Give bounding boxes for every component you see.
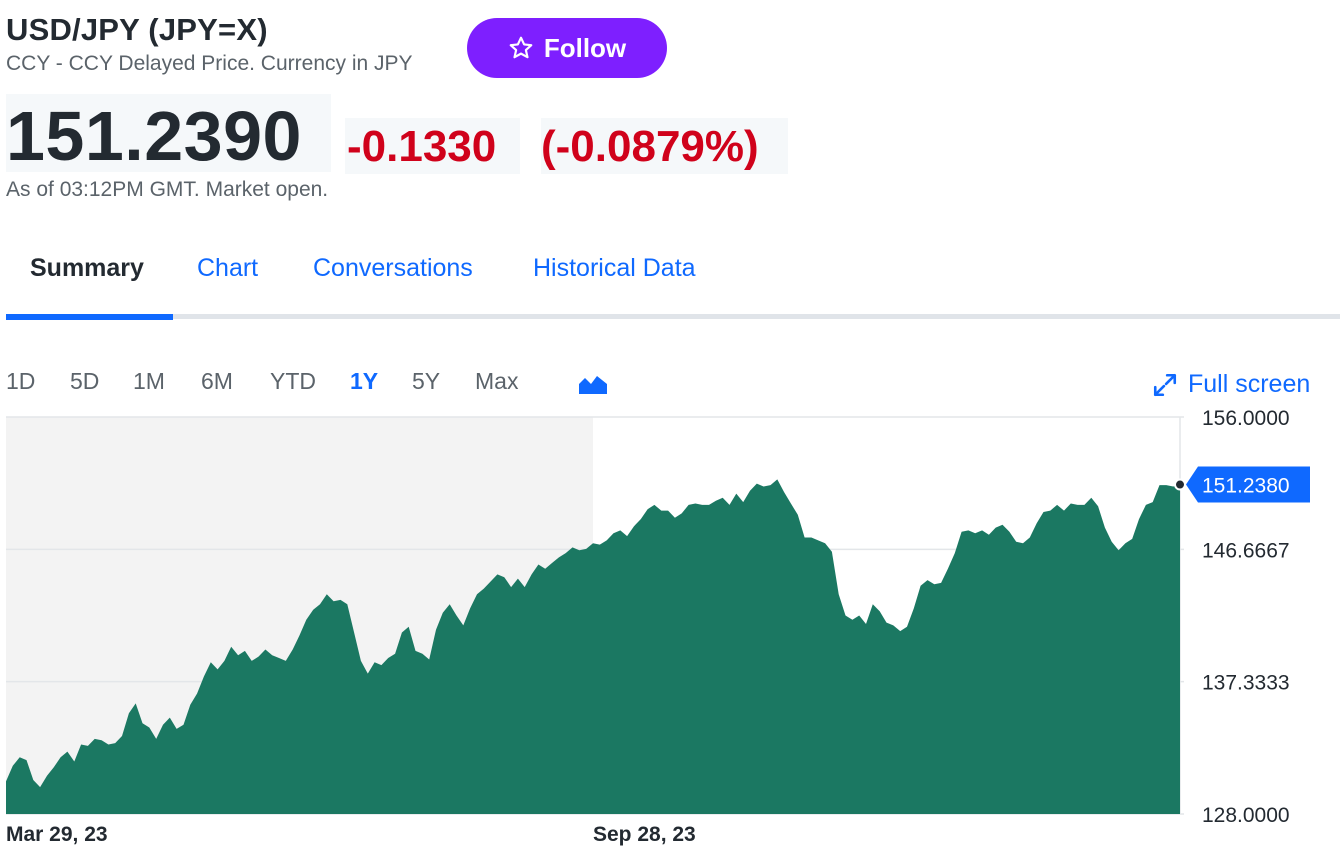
tab-chart[interactable]: Chart	[197, 254, 259, 282]
current-price: 151.2390	[6, 97, 302, 175]
range-1d[interactable]: 1D	[6, 368, 36, 394]
y-tick-label: 137.3333	[1202, 672, 1290, 695]
price-chart[interactable]: 156.0000 146.6667 137.3333 128.0000 Mar 29,…	[0, 410, 1340, 864]
percent-highlight	[541, 118, 788, 174]
range-1m[interactable]: 1M	[133, 368, 165, 394]
range-1y[interactable]: 1Y	[350, 368, 379, 394]
change-highlight	[345, 118, 520, 174]
last-price-dot	[1174, 478, 1186, 491]
last-price-tag	[1186, 466, 1310, 503]
last-price-label: 151.2380	[1202, 475, 1290, 498]
last-price-marker: 151.2380	[1174, 466, 1310, 503]
price-change: -0.1330	[347, 122, 497, 171]
expand-icon	[1153, 373, 1177, 396]
star-icon	[509, 36, 533, 59]
price-highlight	[6, 94, 331, 172]
price-area-series	[6, 479, 1180, 814]
market-status: As of 03:12PM GMT. Market open.	[6, 178, 329, 201]
price-change-percent: (-0.0879%)	[541, 122, 759, 171]
range-5y[interactable]: 5Y	[412, 368, 441, 394]
range-max[interactable]: Max	[475, 368, 519, 394]
y-tick-label: 146.6667	[1202, 539, 1290, 562]
range-6m[interactable]: 6M	[201, 368, 233, 394]
x-tick-label: Mar 29, 23	[6, 823, 108, 846]
follow-button[interactable]: Follow	[467, 18, 667, 78]
range-ytd[interactable]: YTD	[270, 368, 316, 394]
x-tick-label: Sep 28, 23	[593, 823, 696, 846]
mountain-chart-icon[interactable]	[578, 372, 608, 401]
y-axis: 156.0000 146.6667 137.3333 128.0000	[1202, 410, 1290, 827]
tab-divider	[6, 314, 1340, 319]
follow-label: Follow	[543, 32, 627, 63]
tab-summary[interactable]: Summary	[30, 254, 144, 282]
quote-subtitle: CCY - CCY Delayed Price. Currency in JPY	[6, 52, 413, 75]
y-tick-label: 128.0000	[1202, 804, 1290, 827]
tab-conversations[interactable]: Conversations	[313, 254, 473, 282]
fullscreen-label: Full screen	[1188, 370, 1311, 398]
range-5d[interactable]: 5D	[70, 368, 100, 394]
y-tick-label: 156.0000	[1202, 410, 1290, 430]
fullscreen-button[interactable]: Full screen	[1152, 370, 1310, 399]
tab-historical-data[interactable]: Historical Data	[533, 254, 696, 282]
x-axis: Mar 29, 23 Sep 28, 23	[6, 823, 696, 846]
active-tab-indicator	[6, 314, 173, 320]
page-title: USD/JPY (JPY=X)	[6, 12, 268, 47]
